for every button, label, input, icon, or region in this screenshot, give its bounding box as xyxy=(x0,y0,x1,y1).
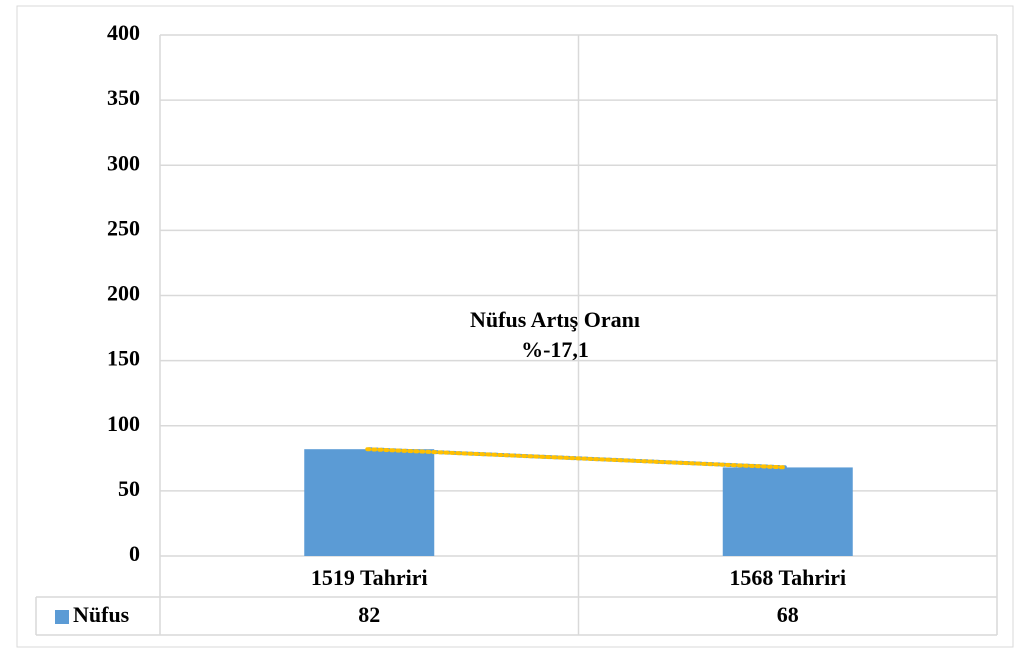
annotation: Nüfus Artış Oranı xyxy=(470,307,640,332)
y-tick-label: 400 xyxy=(107,20,140,45)
table-value: 82 xyxy=(358,602,380,627)
annotation: %-17,1 xyxy=(521,337,589,362)
legend-swatch xyxy=(55,610,69,624)
y-tick-label: 0 xyxy=(129,541,140,566)
y-tick-label: 250 xyxy=(107,215,140,240)
bar xyxy=(304,449,435,556)
trendline xyxy=(365,447,788,470)
y-tick-label: 200 xyxy=(107,281,140,306)
x-tick-label: 1568 Tahriri xyxy=(729,565,846,590)
y-tick-label: 150 xyxy=(107,346,140,371)
y-tick-label: 300 xyxy=(107,150,140,175)
table-value: 68 xyxy=(777,602,799,627)
y-tick-label: 350 xyxy=(107,85,140,110)
y-tick-label: 100 xyxy=(107,411,140,436)
bar xyxy=(722,467,853,556)
x-tick-label: 1519 Tahriri xyxy=(311,565,428,590)
legend-label: Nüfus xyxy=(73,602,130,627)
y-tick-label: 50 xyxy=(118,476,140,501)
